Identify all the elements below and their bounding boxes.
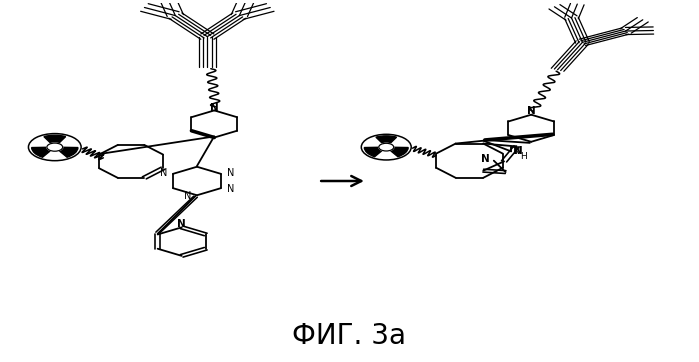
Text: N: N <box>210 102 219 113</box>
Wedge shape <box>44 135 66 143</box>
Text: N: N <box>481 154 490 164</box>
Wedge shape <box>376 136 396 143</box>
Text: H: H <box>520 152 527 160</box>
Text: N: N <box>513 146 520 156</box>
Wedge shape <box>59 147 78 157</box>
Wedge shape <box>391 147 408 157</box>
Text: N: N <box>527 106 535 116</box>
Wedge shape <box>364 147 382 157</box>
Text: N: N <box>178 219 186 229</box>
Text: N: N <box>159 168 167 178</box>
Wedge shape <box>31 147 50 157</box>
Text: ФИГ. 3а: ФИГ. 3а <box>292 322 407 350</box>
Circle shape <box>379 143 394 151</box>
Text: N: N <box>227 168 234 178</box>
Text: N: N <box>184 191 191 201</box>
Text: N: N <box>514 146 522 156</box>
Circle shape <box>47 143 63 151</box>
Text: N: N <box>227 184 234 194</box>
